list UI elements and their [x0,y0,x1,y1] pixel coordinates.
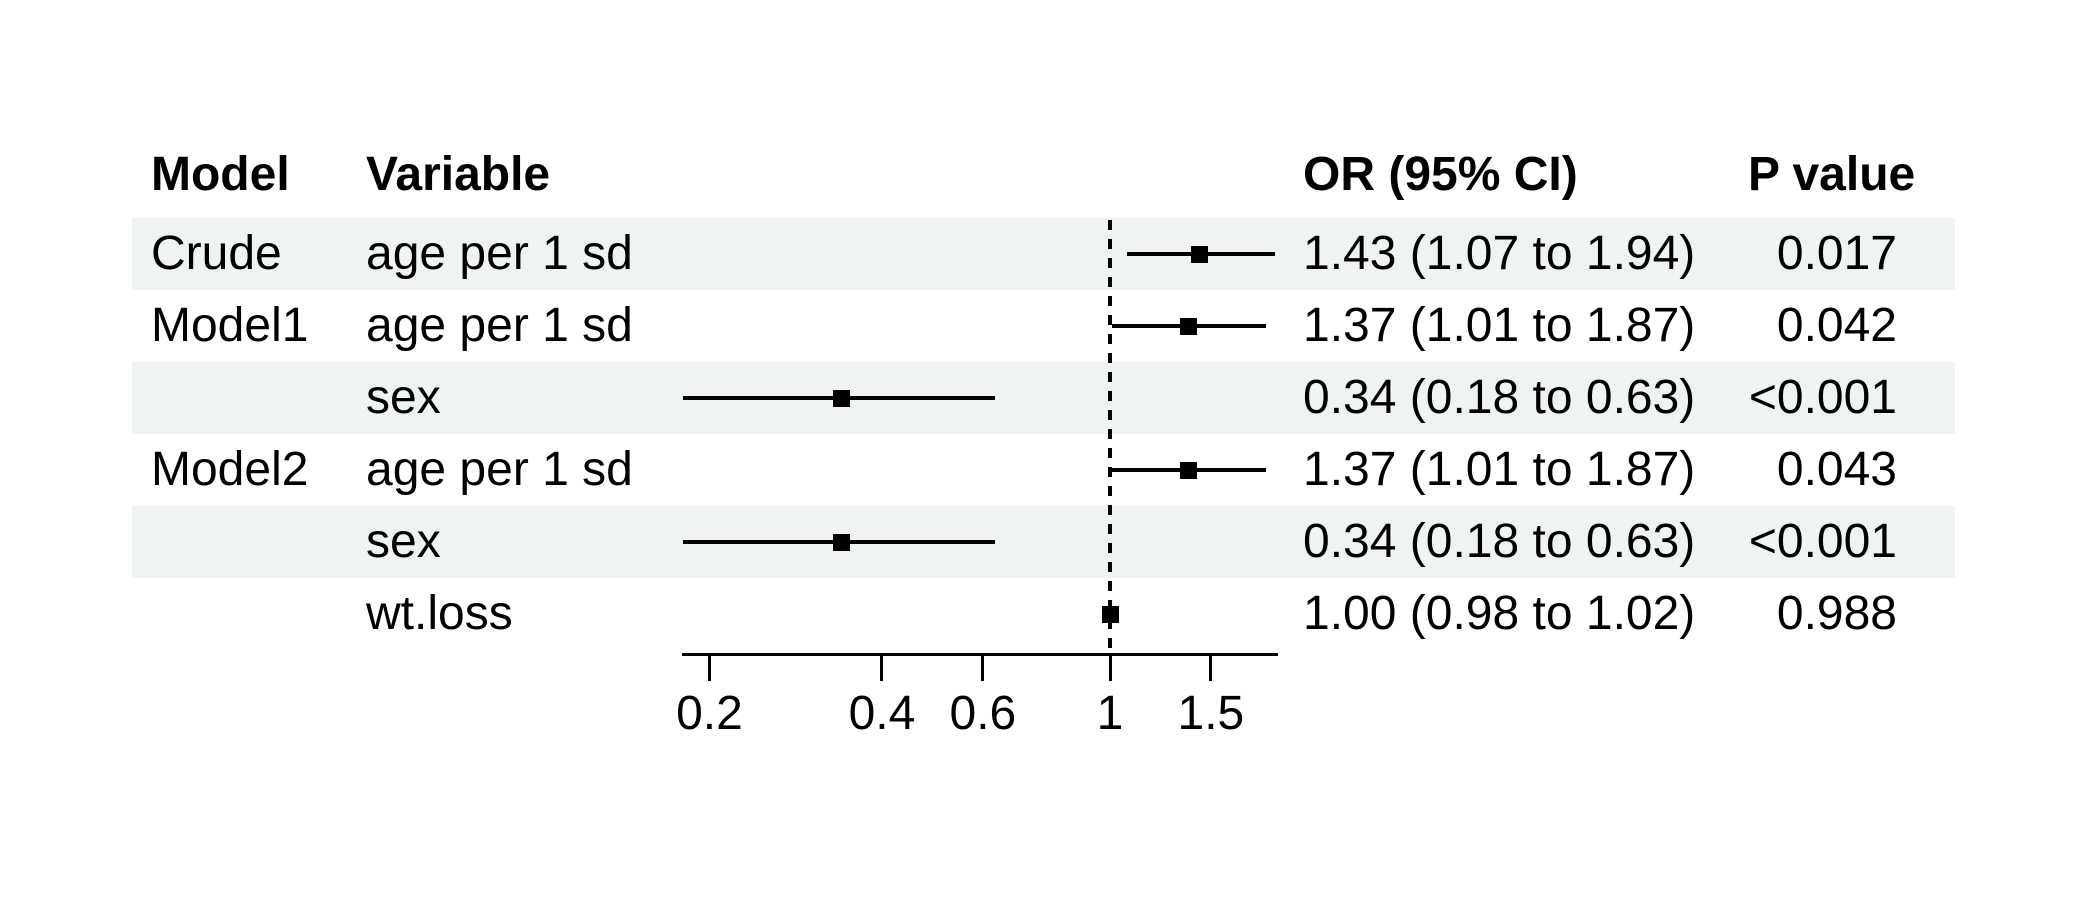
point-estimate-marker [833,389,851,407]
variable-label: wt.loss [366,587,513,640]
table-row-stripe [132,218,1955,290]
or-ci-label: 0.34 (0.18 to 0.63) [1303,515,1696,568]
variable-label: sex [366,371,441,424]
header-model-label: Model [151,148,290,201]
x-axis-tick-label: 0.2 [676,687,743,740]
model-label: Crude [151,227,282,280]
point-estimate-marker [1101,605,1119,623]
x-axis-tick-label: 1 [1096,687,1124,740]
x-axis-line [682,653,1278,656]
header-variable-label: Variable [366,148,551,201]
x-axis-tick [880,653,884,681]
x-axis-tick-label: 0.6 [949,687,1017,740]
x-axis-tick-label: 0.4 [848,687,916,740]
or-ci-label: 1.37 (1.01 to 1.87) [1303,443,1696,496]
or-ci-label: 1.37 (1.01 to 1.87) [1303,299,1696,352]
variable-label: age per 1 sd [366,299,633,352]
p-value-label: <0.001 [1748,515,1897,568]
point-estimate-marker [1190,245,1208,263]
table-row-stripe [132,362,1955,434]
p-value-label: 0.042 [1776,299,1897,352]
table-row-stripe [132,506,1955,578]
x-axis-tick [1209,653,1213,681]
variable-label: age per 1 sd [366,443,633,496]
x-axis-tick [707,653,711,681]
header-p-value-label: P value [1748,148,1916,201]
p-value-label: <0.001 [1748,371,1897,424]
or-ci-label: 1.00 (0.98 to 1.02) [1303,587,1696,640]
point-estimate-marker [1179,317,1197,335]
variable-label: sex [366,515,441,568]
or-ci-label: 1.43 (1.07 to 1.94) [1303,227,1696,280]
p-value-label: 0.988 [1776,587,1897,640]
variable-label: age per 1 sd [366,227,633,280]
p-value-label: 0.043 [1776,443,1897,496]
header-or-ci-label: OR (95% CI) [1303,148,1578,201]
point-estimate-marker [833,533,851,551]
x-axis-tick [981,653,985,681]
or-ci-label: 0.34 (0.18 to 0.63) [1303,371,1696,424]
model-label: Model1 [151,299,309,352]
p-value-label: 0.017 [1776,227,1897,280]
reference-line [1108,220,1112,653]
model-label: Model2 [151,443,309,496]
x-axis-tick [1108,653,1112,681]
x-axis-tick-label: 1.5 [1177,687,1245,740]
point-estimate-marker [1179,461,1197,479]
